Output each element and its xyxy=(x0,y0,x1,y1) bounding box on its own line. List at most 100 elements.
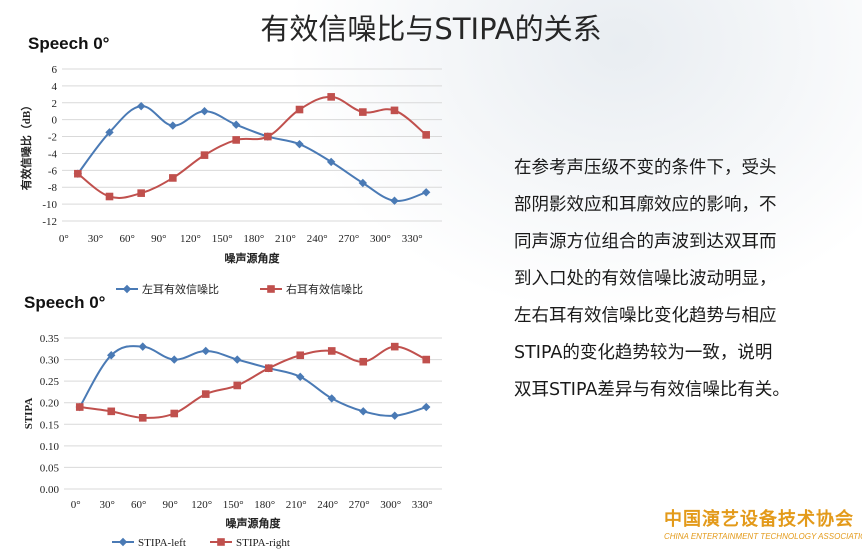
x-tick-label: 180° xyxy=(254,499,275,511)
y-tick-label: 2 xyxy=(52,98,58,110)
legend-label: 左耳有效信噪比 xyxy=(142,282,219,296)
y-tick-label: -6 xyxy=(48,165,58,177)
x-tick-label: 210° xyxy=(286,499,307,511)
data-point xyxy=(201,346,210,356)
data-point xyxy=(296,351,305,360)
data-point xyxy=(136,101,146,111)
x-tick-label: 270° xyxy=(349,499,370,511)
data-point xyxy=(390,411,399,420)
x-tick-label: 300° xyxy=(380,499,401,511)
data-point xyxy=(390,106,399,115)
data-point xyxy=(326,157,336,167)
data-point xyxy=(200,151,209,159)
data-point xyxy=(170,355,179,364)
data-point xyxy=(358,178,368,188)
stipa-chart: 0.35 0.30 0.25 0.20 0.15 0.10 0.05 0.00 0° 30° 60°… xyxy=(23,333,442,549)
x-tick-label: 300° xyxy=(370,233,391,245)
x-tick-label: 180° xyxy=(243,233,264,245)
y-tick-label: 0.25 xyxy=(40,376,60,388)
data-point xyxy=(359,407,368,416)
x-tick-label: 60° xyxy=(131,499,146,511)
chart-1-label: Speech 0° xyxy=(28,34,110,53)
data-point xyxy=(105,128,114,137)
x-axis-title: 噪声源角度 xyxy=(225,251,281,265)
y-tick-label: 0.05 xyxy=(40,462,60,474)
x-tick-label: 30° xyxy=(100,499,115,511)
description-line: 同声源方位组合的声波到达双耳而 xyxy=(514,232,777,252)
x-tick-label: 0° xyxy=(71,499,81,511)
slide-title: 有效信噪比与STIPA的关系 xyxy=(260,12,602,46)
y-tick-label: -2 xyxy=(48,132,57,144)
legend-label: 右耳有效信噪比 xyxy=(286,282,363,296)
description-line: 双耳STIPA差异与有效信噪比有关。 xyxy=(514,380,790,400)
x-tick-label: 270° xyxy=(338,233,359,245)
data-point xyxy=(107,351,116,360)
y-tick-label: -10 xyxy=(42,199,57,211)
y-tick-label: 6 xyxy=(52,64,58,76)
association-logo: 中国演艺设备技术协会 CHINA ENTERTAINMENT TECHNOLOG… xyxy=(664,505,862,541)
x-axis-title: 噪声源角度 xyxy=(226,516,282,530)
chart-2-label: Speech 0° xyxy=(24,293,106,312)
data-point xyxy=(201,390,210,398)
x-tick-label: 330° xyxy=(402,233,423,245)
description-line: 在参考声压级不变的条件下，受头 xyxy=(514,158,777,178)
data-point xyxy=(200,107,209,116)
x-tick-label: 90° xyxy=(151,233,166,245)
y-tick-label: 0 xyxy=(52,115,58,127)
data-point xyxy=(422,131,430,139)
data-point xyxy=(232,136,240,144)
x-tick-label: 120° xyxy=(191,499,212,511)
x-tick-label: 90° xyxy=(163,499,178,511)
data-point xyxy=(168,121,178,130)
data-point xyxy=(295,139,304,149)
data-point xyxy=(390,342,399,351)
data-point xyxy=(296,372,305,382)
data-point xyxy=(422,355,431,364)
legend-marker xyxy=(217,538,225,546)
data-point xyxy=(138,342,147,351)
data-point xyxy=(107,407,116,416)
logo-chinese-text: 中国演艺设备技术协会 xyxy=(664,509,854,530)
series-line-right xyxy=(79,345,427,419)
data-point xyxy=(170,409,179,418)
data-point xyxy=(264,132,272,141)
y-tick-label: 0.00 xyxy=(40,484,60,496)
description-text: 在参考声压级不变的条件下，受头 部阴影效应和耳廓效应的影响，不 同声源方位组合的… xyxy=(514,150,844,409)
y-tick-label: 0.15 xyxy=(40,419,60,431)
y-tick-label: -12 xyxy=(42,216,57,228)
data-point xyxy=(264,364,273,372)
data-point xyxy=(421,188,431,197)
x-tick-label: 60° xyxy=(119,233,134,245)
y-tick-label: 0.20 xyxy=(40,398,60,410)
description-line: 到入口处的有效信噪比波动明显， xyxy=(514,269,777,289)
x-tick-label: 150° xyxy=(223,499,244,511)
logo-english-text: CHINA ENTERTAINMENT TECHNOLOGY ASSOCIATI… xyxy=(664,532,862,541)
data-point xyxy=(137,189,145,197)
x-tick-label: 240° xyxy=(307,233,328,245)
y-tick-label: 0.35 xyxy=(40,333,60,345)
data-point xyxy=(231,120,241,129)
y-tick-label: -4 xyxy=(48,148,58,160)
x-tick-label: 240° xyxy=(317,499,338,511)
data-point xyxy=(422,402,431,412)
description-line: 部阴影效应和耳廓效应的影响，不 xyxy=(514,195,777,215)
description-line: STIPA的变化趋势较为一致，说明 xyxy=(514,343,773,363)
data-point xyxy=(233,381,242,390)
data-point xyxy=(105,192,114,201)
y-axis-title: STIPA xyxy=(23,398,35,430)
x-tick-label: 120° xyxy=(180,233,201,245)
data-point xyxy=(359,108,367,116)
data-point xyxy=(390,196,399,205)
x-tick-label: 30° xyxy=(88,233,103,245)
description-line: 左右耳有效信噪比变化趋势与相应 xyxy=(514,306,777,326)
data-point xyxy=(327,93,335,101)
x-tick-label: 330° xyxy=(412,499,433,511)
data-point xyxy=(169,174,177,182)
x-tick-label: 150° xyxy=(212,233,233,245)
data-point xyxy=(327,394,336,403)
y-tick-label: -8 xyxy=(48,182,58,194)
y-tick-label: 4 xyxy=(52,81,58,93)
data-point xyxy=(295,105,304,114)
snr-chart: 6 4 2 0 -2 -4 -6 -8 -10 -120° 30° 60° 90° 120° 150° 180… xyxy=(19,64,442,296)
